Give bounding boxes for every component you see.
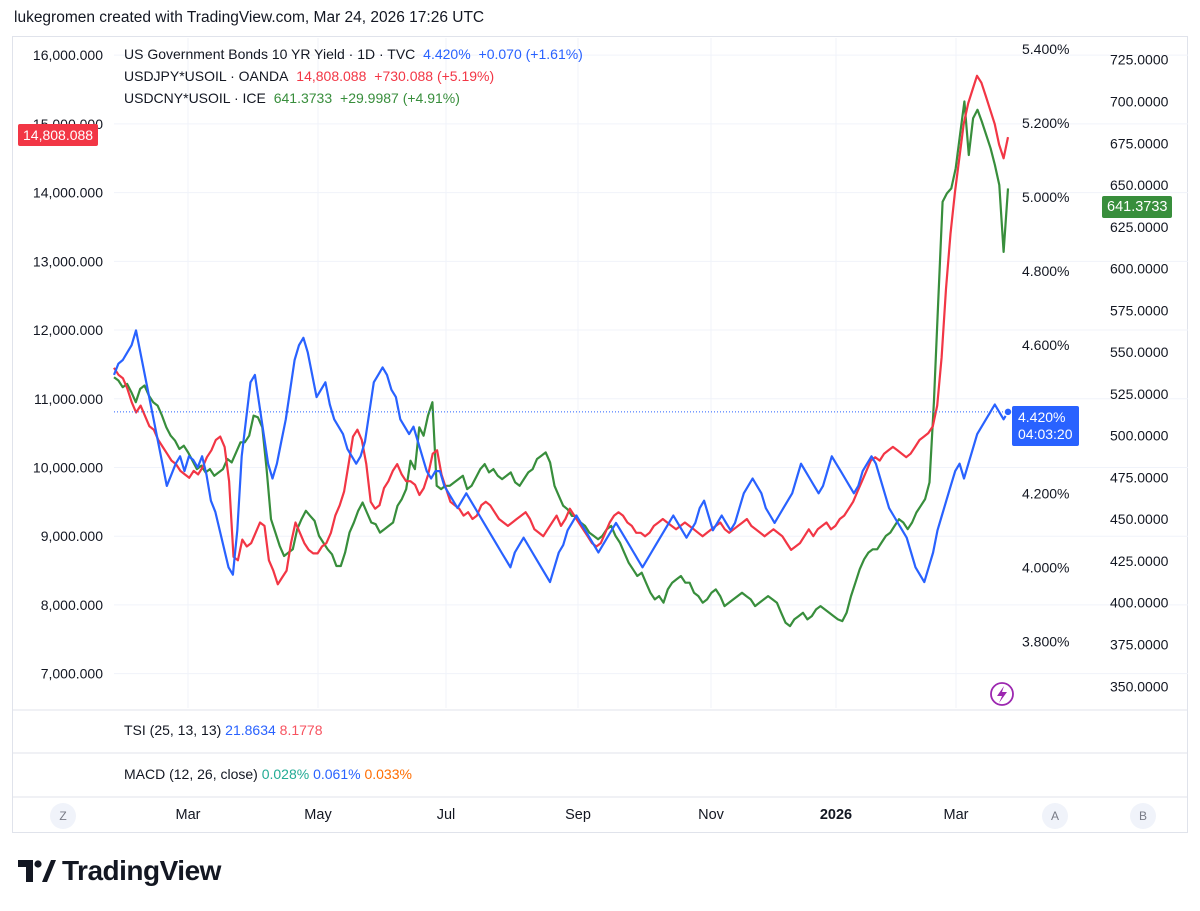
- left-axis-tick: 14,000.000: [33, 185, 103, 201]
- tsi-legend[interactable]: TSI (25, 13, 13) 21.8634 8.1778: [124, 722, 323, 738]
- yield-axis-tick: 5.400%: [1022, 41, 1069, 57]
- series-layer: [112, 74, 1010, 628]
- lightning-icon[interactable]: [990, 682, 1014, 706]
- auto-scale-button[interactable]: A: [1042, 803, 1068, 829]
- macd-value-1: 0.028%: [261, 766, 310, 782]
- right-axis-tick: 475.0000: [1110, 469, 1169, 485]
- legend-us10y[interactable]: US Government Bonds 10 YR Yield · 1D · T…: [124, 46, 587, 62]
- yield-last-dot: [1003, 407, 1013, 417]
- tsi-value-1: 21.8634: [225, 722, 276, 738]
- legend-usdjpy[interactable]: USDJPY*USOIL · OANDA 14,808.088 +730.088…: [124, 68, 498, 84]
- chart-frame: [12, 36, 1188, 833]
- right-axis-tick: 550.0000: [1110, 344, 1169, 360]
- legend-usdcny-value: 641.3733: [273, 90, 333, 106]
- attribution-header: lukegromen created with TradingView.com,…: [14, 9, 485, 26]
- badge-yield-value: 4.420%: [1018, 409, 1066, 425]
- legend-usdcny[interactable]: USDCNY*USOIL · ICE 641.3733 +29.9987 (+4…: [124, 90, 464, 106]
- macd-name: MACD (12, 26, close): [124, 766, 258, 782]
- series-line-us-government-bonds-10-yr-yield[interactable]: [112, 329, 1009, 584]
- right-axis-tick: 600.0000: [1110, 261, 1169, 277]
- time-axis-label: Mar: [175, 807, 201, 823]
- legend-usdcny-change: +29.9987 (+4.91%): [340, 90, 460, 106]
- badge-usdjpy-last: 14,808.088: [18, 124, 99, 146]
- left-axis-tick: 8,000.000: [41, 597, 103, 613]
- macd-legend[interactable]: MACD (12, 26, close) 0.028% 0.061% 0.033…: [124, 766, 412, 782]
- left-axis-tick: 13,000.000: [33, 253, 103, 269]
- time-axis-label: Nov: [698, 807, 724, 823]
- yield-price-axis: 5.400% 5.200% 5.000% 4.800% 4.600% 4.200% 4.00…: [1022, 41, 1069, 649]
- left-axis-tick: 12,000.000: [33, 322, 103, 338]
- time-axis-label: Jul: [436, 807, 456, 823]
- legend-us10y-value: 4.420%: [423, 46, 471, 62]
- tsi-name: TSI (25, 13, 13): [124, 722, 222, 738]
- timezone-button[interactable]: Z: [50, 803, 76, 829]
- right-axis-tick: 675.0000: [1110, 135, 1169, 151]
- time-axis-label: Sep: [565, 807, 591, 823]
- legend-us10y-name: US Government Bonds 10 YR Yield · 1D · T…: [124, 46, 416, 62]
- badge-yield-timer: 04:03:20: [1018, 426, 1073, 442]
- legend-usdjpy-change: +730.088 (+5.19%): [374, 68, 495, 84]
- chart-grid: [114, 38, 1188, 708]
- right-axis-tick: 725.0000: [1110, 52, 1169, 68]
- time-axis-label: 2026: [819, 807, 853, 823]
- right-price-axis: 725.0000 700.0000 675.0000 650.0000 625.0000…: [1110, 52, 1169, 695]
- yield-axis-tick: 4.000%: [1022, 559, 1069, 575]
- time-axis-label: Mar: [943, 807, 969, 823]
- badge-usdcny-last: 641.3733: [1102, 196, 1173, 218]
- badge-yield-last: 4.420% 04:03:20: [1012, 406, 1079, 446]
- left-axis-tick: 16,000.000: [33, 47, 103, 63]
- legend-us10y-change: +0.070 (+1.61%): [478, 46, 583, 62]
- yield-axis-tick: 4.600%: [1022, 337, 1069, 353]
- macd-value-3: 0.033%: [364, 766, 412, 782]
- time-axis-label: May: [304, 807, 332, 823]
- right-axis-tick: 700.0000: [1110, 93, 1169, 109]
- tsi-value-2: 8.1778: [279, 722, 323, 738]
- right-axis-tick: 400.0000: [1110, 595, 1169, 611]
- macd-value-2: 0.061%: [313, 766, 361, 782]
- legend-usdcny-name: USDCNY*USOIL · ICE: [124, 90, 266, 106]
- right-axis-tick: 625.0000: [1110, 219, 1169, 235]
- legend-usdjpy-value: 14,808.088: [296, 68, 367, 84]
- left-axis-tick: 10,000.000: [33, 459, 103, 475]
- yield-axis-tick: 4.200%: [1022, 485, 1069, 501]
- yield-axis-tick: 4.800%: [1022, 263, 1069, 279]
- tradingview-brand: TradingView: [18, 855, 221, 887]
- tradingview-wordmark: TradingView: [62, 855, 221, 886]
- right-axis-tick: 350.0000: [1110, 678, 1169, 694]
- left-axis-tick: 7,000.000: [41, 666, 103, 682]
- left-axis-tick: 9,000.000: [41, 528, 103, 544]
- right-axis-tick: 375.0000: [1110, 637, 1169, 653]
- left-axis-tick: 11,000.000: [34, 391, 103, 407]
- yield-axis-tick: 5.000%: [1022, 189, 1069, 205]
- right-axis-tick: 650.0000: [1110, 177, 1169, 193]
- right-axis-tick: 450.0000: [1110, 511, 1169, 527]
- yield-axis-tick: 3.800%: [1022, 633, 1069, 649]
- right-axis-tick: 500.0000: [1110, 428, 1169, 444]
- right-axis-tick: 525.0000: [1110, 386, 1169, 402]
- yield-axis-tick: 5.200%: [1022, 115, 1069, 131]
- tradingview-logo-icon: [18, 860, 56, 882]
- right-axis-tick: 575.0000: [1110, 302, 1169, 318]
- series-line-usdjpy-usoil[interactable]: [113, 74, 1010, 586]
- legend-usdjpy-name: USDJPY*USOIL · OANDA: [124, 68, 289, 84]
- right-axis-tick: 425.0000: [1110, 553, 1169, 569]
- b-button[interactable]: B: [1130, 803, 1156, 829]
